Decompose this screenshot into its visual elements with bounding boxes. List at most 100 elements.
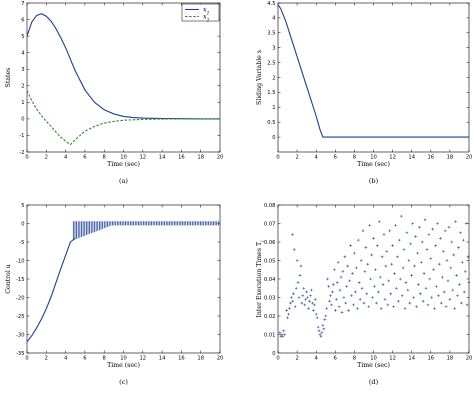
- scatter-point: [393, 272, 396, 275]
- scatter-point: [330, 303, 333, 307]
- scatter-point: [411, 222, 414, 225]
- scatter-point: [401, 266, 405, 270]
- x-axis-label: Time (sec): [357, 161, 390, 168]
- scatter-point: [349, 244, 352, 247]
- x-tick-label: 2: [45, 356, 48, 362]
- scatter-point: [311, 301, 314, 305]
- x-tick-label: 20: [466, 155, 473, 161]
- scatter-point: [285, 309, 288, 312]
- y-tick-label: 0: [21, 221, 24, 227]
- panel-label: (a): [119, 177, 128, 185]
- plot-frame: [277, 204, 470, 354]
- scatter-point: [361, 229, 365, 233]
- series-line-x2: [26, 90, 220, 146]
- scatter-point: [436, 222, 439, 225]
- scatter-point: [378, 275, 382, 279]
- scatter-point: [438, 262, 441, 266]
- y-tick-label: 0: [272, 135, 275, 141]
- y-tick-label: 0.07: [264, 221, 276, 227]
- x-tick-label: 14: [408, 155, 415, 161]
- legend-label: x1: [203, 6, 210, 17]
- scatter-point: [363, 270, 367, 273]
- scatter-point: [413, 264, 416, 268]
- scatter-point: [458, 283, 461, 286]
- scatter-point: [397, 299, 400, 303]
- scatter-point: [318, 333, 322, 336]
- scatter-point: [315, 316, 319, 320]
- scatter-point: [347, 309, 350, 312]
- scatter-point: [395, 286, 398, 290]
- y-axis-label-subscript: i: [260, 240, 266, 242]
- x-tick-label: 6: [83, 356, 86, 362]
- chart-panel-3: 0 2 4 6 8 10 12 14 16 18 20 -35 -30 -25 -20 -15 -10 -5 0 5 T…: [5, 203, 223, 386]
- x-tick-label: 4: [64, 155, 68, 161]
- scatter-point: [372, 237, 375, 240]
- scatter-point: [359, 259, 363, 262]
- scatter-point: [357, 281, 361, 284]
- scatter-point: [391, 244, 394, 247]
- scatter-point: [325, 307, 329, 310]
- scatter-point: [291, 299, 295, 303]
- scatter-point: [465, 303, 469, 307]
- x-tick-label: 12: [139, 155, 146, 161]
- y-tick-label: -5: [19, 240, 24, 246]
- x-tick-label: 12: [139, 356, 146, 362]
- scatter-point: [280, 333, 284, 336]
- scatter-point: [443, 229, 447, 233]
- scatter-point: [287, 312, 290, 316]
- y-tick-label: 0: [272, 351, 275, 357]
- scatter-point: [437, 294, 440, 297]
- y-tick-label: 0.08: [264, 203, 276, 209]
- scatter-point: [341, 270, 345, 273]
- x-tick-label: 6: [334, 356, 337, 362]
- scatter-point: [461, 238, 465, 242]
- x-tick-label: 10: [120, 356, 127, 362]
- legend-label-subscript: 1: [207, 10, 210, 16]
- scatter-point: [463, 270, 467, 273]
- x-axis-label: Time (sec): [107, 161, 140, 168]
- x-axis-label: Time (sec): [107, 362, 140, 369]
- x-tick-label: 6: [83, 155, 86, 161]
- scatter-point: [415, 305, 418, 309]
- scatter-point: [296, 281, 300, 284]
- scatter-point: [302, 286, 306, 290]
- scatter-point: [373, 285, 376, 288]
- scatter-point: [360, 286, 364, 290]
- y-tick-label: 2: [272, 75, 275, 81]
- scatter-point: [410, 274, 413, 277]
- scatter-point: [421, 299, 425, 303]
- scatter-point: [424, 286, 428, 290]
- legend-label: x2: [203, 13, 210, 24]
- scatter-point: [376, 244, 379, 247]
- y-tick-label: -2: [19, 150, 24, 156]
- scatter-point: [396, 255, 399, 259]
- series-line-series-1: [277, 4, 469, 138]
- scatter-point: [368, 224, 371, 227]
- scatter-point: [364, 246, 368, 249]
- y-tick-label: 1: [272, 105, 275, 111]
- y-tick-label: 4: [272, 16, 276, 22]
- x-tick-label: 6: [334, 155, 337, 161]
- y-axis-label: Sliding Variable s: [256, 50, 263, 105]
- y-tick-label: 2: [21, 84, 24, 90]
- plot-frame: [26, 2, 221, 153]
- x-tick-label: 4: [315, 155, 319, 161]
- scatter-point: [319, 335, 323, 338]
- scatter-point: [289, 301, 292, 305]
- legend-box: [181, 3, 220, 22]
- panel-label: (d): [369, 378, 379, 386]
- scatter-point: [295, 259, 299, 262]
- scatter-point: [418, 292, 422, 296]
- scatter-point: [460, 301, 463, 305]
- scatter-point: [292, 248, 296, 251]
- chattering-band: [72, 221, 221, 241]
- panel-label: (c): [119, 378, 128, 386]
- y-tick-label: 3: [272, 46, 275, 52]
- y-tick-label: 0.05: [264, 258, 276, 264]
- scatter-point: [334, 298, 338, 301]
- scatter-point: [369, 277, 372, 281]
- scatter-point: [454, 220, 457, 223]
- scatter-point: [406, 288, 410, 292]
- scatter-point: [375, 301, 378, 305]
- scatter-point: [293, 305, 297, 309]
